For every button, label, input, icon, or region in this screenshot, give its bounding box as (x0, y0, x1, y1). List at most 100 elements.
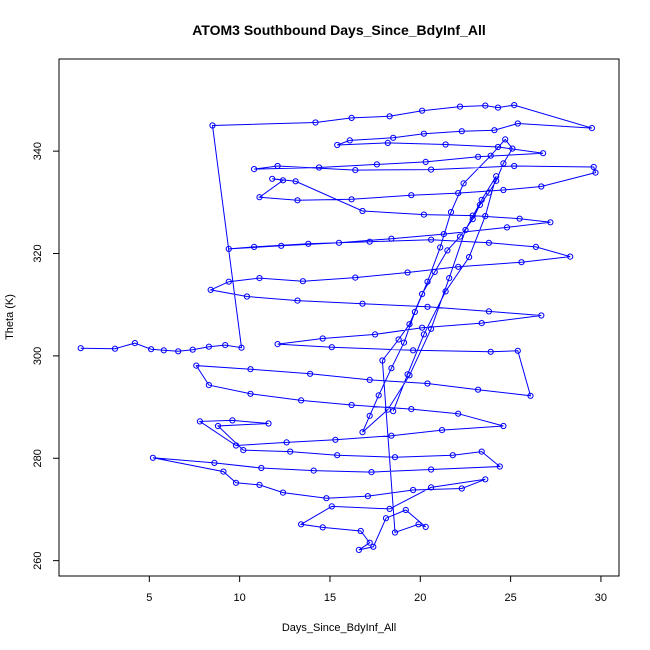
plot-frame (58, 58, 620, 577)
data-point (437, 244, 444, 251)
data-point (287, 448, 294, 455)
data-point (348, 114, 355, 122)
y-tick-label: 340 (32, 142, 44, 160)
data-point (372, 331, 379, 338)
data-point (455, 263, 462, 270)
data-point (462, 226, 469, 234)
data-point (292, 178, 299, 185)
data-point (366, 412, 373, 419)
y-tick-label: 320 (32, 244, 44, 262)
x-tick-label: 15 (324, 592, 336, 604)
data-point (487, 348, 494, 355)
data-point (460, 180, 467, 187)
data-point (305, 240, 312, 247)
data-point (458, 128, 465, 135)
data-point (420, 331, 427, 338)
data-point (229, 417, 236, 424)
data-point (493, 177, 500, 184)
data-point (478, 320, 485, 327)
data-point (366, 376, 373, 383)
data-point (419, 290, 426, 298)
data-point (503, 224, 511, 231)
data-point (540, 150, 547, 157)
data-point (352, 274, 359, 281)
data-point (316, 164, 323, 171)
data-point (408, 406, 415, 413)
data-point (419, 107, 426, 114)
data-point (382, 515, 390, 522)
data-point (388, 432, 395, 439)
data-point (391, 454, 399, 461)
x-tick-label: 30 (595, 592, 607, 604)
data-point (428, 236, 435, 243)
data-point (279, 489, 287, 496)
data-point (400, 339, 408, 346)
data-point (518, 259, 525, 266)
data-point (411, 308, 418, 315)
data-point (466, 254, 473, 261)
data-point (446, 275, 453, 282)
data-point (209, 122, 216, 129)
data-point (478, 448, 485, 455)
data-point (359, 429, 366, 436)
data-point (424, 278, 431, 285)
data-point (482, 476, 489, 483)
data-point (214, 422, 222, 430)
data-point (469, 212, 476, 219)
data-point (420, 130, 427, 137)
data-point (205, 382, 212, 389)
data-point (278, 242, 285, 249)
data-point (410, 347, 417, 354)
data-point (274, 162, 281, 170)
data-point (509, 145, 516, 152)
data-point (370, 543, 377, 550)
data-point (428, 166, 435, 173)
x-axis: 5 10 15 20 25 30 (146, 576, 607, 604)
data-point (225, 278, 232, 285)
data-point (428, 484, 435, 491)
data-point (247, 390, 254, 397)
data-point (482, 102, 489, 109)
data-point (567, 253, 574, 260)
data-point (410, 486, 417, 494)
data-point (384, 406, 391, 413)
data-point (493, 173, 500, 180)
data-point (431, 268, 438, 275)
data-point (222, 342, 229, 349)
data-point (348, 401, 355, 409)
data-point (335, 239, 343, 246)
data-point (395, 336, 402, 343)
data-point (402, 506, 409, 514)
data-point (175, 348, 182, 355)
data-point (538, 312, 545, 319)
data-point (256, 481, 263, 488)
data-point (440, 231, 447, 238)
x-tick-label: 20 (414, 592, 426, 604)
data-point (447, 209, 455, 216)
data-point (298, 521, 305, 528)
data-point (456, 103, 464, 110)
data-point (256, 275, 263, 282)
chart-title: ATOM3 Southbound Days_Since_BdyInf_All (192, 22, 486, 38)
data-point (482, 213, 489, 220)
data-point (189, 346, 196, 353)
data-point (511, 162, 518, 170)
x-axis-label: Days_Since_BdyInf_All (282, 622, 396, 634)
data-point (298, 397, 305, 404)
data-point (485, 239, 492, 246)
y-axis-label: Theta (K) (4, 294, 16, 340)
data-point (475, 386, 482, 393)
data-point (355, 546, 362, 554)
data-point (485, 308, 492, 315)
y-tick-label: 260 (32, 551, 44, 569)
data-point (384, 139, 391, 146)
data-point (312, 119, 319, 126)
data-point (500, 160, 507, 167)
data-point (375, 392, 382, 399)
data-point (496, 463, 503, 470)
data-point (404, 371, 411, 378)
series-line (80, 104, 597, 551)
data-point (386, 505, 393, 512)
data-point (346, 137, 353, 144)
